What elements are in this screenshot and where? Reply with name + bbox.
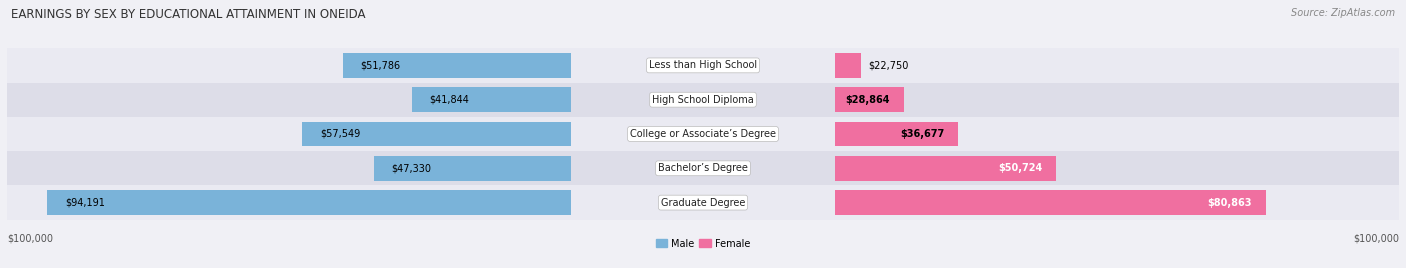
Text: Less than High School: Less than High School xyxy=(650,60,756,70)
Text: Graduate Degree: Graduate Degree xyxy=(661,198,745,208)
Text: Bachelor’s Degree: Bachelor’s Degree xyxy=(658,163,748,173)
Text: $94,191: $94,191 xyxy=(65,198,104,208)
Bar xyxy=(835,190,1265,215)
Bar xyxy=(374,156,571,181)
Text: $57,549: $57,549 xyxy=(321,129,360,139)
Text: EARNINGS BY SEX BY EDUCATIONAL ATTAINMENT IN ONEIDA: EARNINGS BY SEX BY EDUCATIONAL ATTAINMEN… xyxy=(11,8,366,21)
Bar xyxy=(7,151,1399,185)
Bar xyxy=(7,117,1399,151)
Bar xyxy=(48,190,571,215)
Text: $22,750: $22,750 xyxy=(869,60,908,70)
Bar xyxy=(343,53,571,78)
Text: $100,000: $100,000 xyxy=(1353,233,1399,244)
Text: College or Associate’s Degree: College or Associate’s Degree xyxy=(630,129,776,139)
Bar xyxy=(835,122,959,146)
Text: $51,786: $51,786 xyxy=(360,60,401,70)
Bar xyxy=(7,185,1399,220)
Text: $28,864: $28,864 xyxy=(845,95,890,105)
Text: $50,724: $50,724 xyxy=(998,163,1042,173)
Text: $100,000: $100,000 xyxy=(7,233,53,244)
Text: $36,677: $36,677 xyxy=(900,129,945,139)
Bar xyxy=(412,87,571,112)
Bar xyxy=(302,122,571,146)
Text: High School Diploma: High School Diploma xyxy=(652,95,754,105)
Legend: Male, Female: Male, Female xyxy=(652,235,754,253)
Text: $80,863: $80,863 xyxy=(1208,198,1251,208)
Bar xyxy=(835,156,1056,181)
Bar xyxy=(835,87,904,112)
Bar xyxy=(835,53,862,78)
Text: $41,844: $41,844 xyxy=(429,95,470,105)
Bar xyxy=(7,83,1399,117)
Bar xyxy=(7,48,1399,83)
Text: Source: ZipAtlas.com: Source: ZipAtlas.com xyxy=(1291,8,1395,18)
Text: $47,330: $47,330 xyxy=(391,163,432,173)
